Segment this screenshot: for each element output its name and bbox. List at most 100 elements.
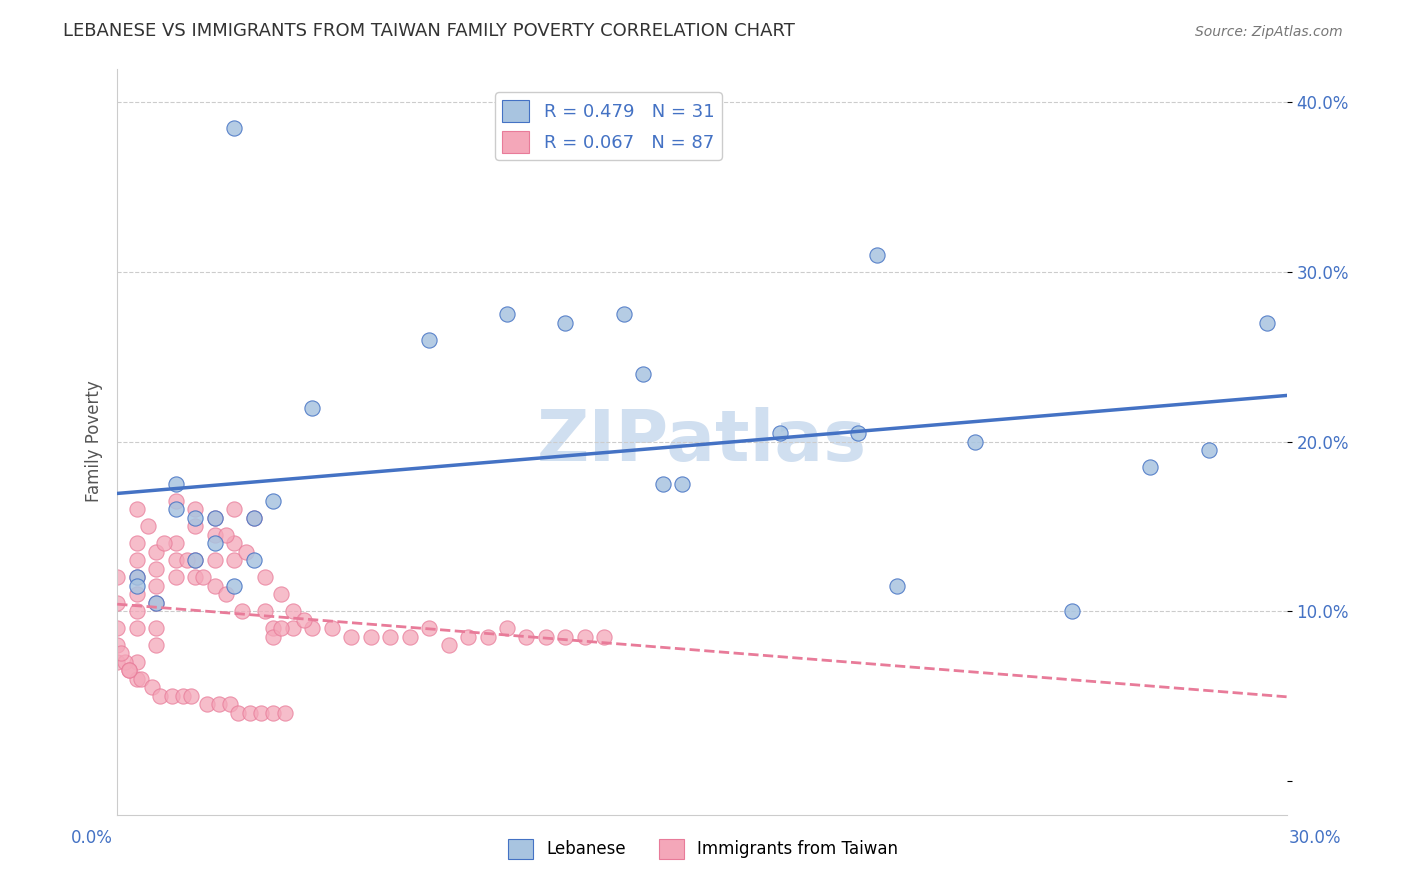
Point bbox=[554, 630, 576, 644]
Point bbox=[105, 596, 128, 610]
Point bbox=[145, 562, 167, 576]
Point bbox=[378, 630, 401, 644]
Point bbox=[886, 579, 908, 593]
Point bbox=[125, 604, 148, 618]
Point bbox=[125, 570, 148, 584]
Point bbox=[242, 511, 264, 525]
Point bbox=[224, 536, 246, 550]
Point bbox=[226, 706, 249, 720]
Point bbox=[204, 511, 226, 525]
Point bbox=[1256, 316, 1278, 330]
Point bbox=[262, 621, 284, 635]
Point bbox=[125, 553, 148, 567]
Point bbox=[145, 596, 167, 610]
Point bbox=[651, 477, 673, 491]
Point bbox=[292, 613, 315, 627]
Point bbox=[165, 477, 187, 491]
Point bbox=[457, 630, 479, 644]
Point bbox=[418, 333, 440, 347]
Point bbox=[184, 553, 207, 567]
Point bbox=[149, 689, 172, 703]
Point bbox=[281, 621, 304, 635]
Point bbox=[235, 545, 257, 559]
Point bbox=[145, 596, 167, 610]
Y-axis label: Family Poverty: Family Poverty bbox=[86, 381, 103, 502]
Point bbox=[105, 621, 128, 635]
Point bbox=[274, 706, 297, 720]
Point bbox=[153, 536, 176, 550]
Point bbox=[496, 307, 519, 321]
Point bbox=[262, 706, 284, 720]
Point bbox=[204, 536, 226, 550]
Point bbox=[270, 587, 292, 601]
Point bbox=[105, 638, 128, 652]
Point bbox=[145, 621, 167, 635]
Point bbox=[262, 630, 284, 644]
Point bbox=[231, 604, 253, 618]
Point bbox=[165, 494, 187, 508]
Point bbox=[671, 477, 693, 491]
Point bbox=[105, 655, 128, 669]
Text: 30.0%: 30.0% bbox=[1288, 829, 1341, 847]
Point bbox=[593, 630, 616, 644]
Point bbox=[114, 655, 136, 669]
Point bbox=[184, 511, 207, 525]
Point bbox=[125, 536, 148, 550]
Point bbox=[145, 638, 167, 652]
Text: 0.0%: 0.0% bbox=[70, 829, 112, 847]
Point bbox=[172, 689, 194, 703]
Point bbox=[204, 553, 226, 567]
Point bbox=[118, 664, 141, 678]
Point bbox=[250, 706, 273, 720]
Point bbox=[301, 621, 323, 635]
Point bbox=[224, 120, 246, 135]
Point bbox=[866, 248, 889, 262]
Point bbox=[105, 570, 128, 584]
Point bbox=[281, 604, 304, 618]
Point bbox=[613, 307, 636, 321]
Point bbox=[224, 502, 246, 516]
Point bbox=[418, 621, 440, 635]
Point bbox=[215, 528, 238, 542]
Point bbox=[145, 545, 167, 559]
Point bbox=[191, 570, 214, 584]
Point bbox=[340, 630, 363, 644]
Point bbox=[118, 664, 141, 678]
Point bbox=[165, 553, 187, 567]
Point bbox=[262, 494, 284, 508]
Point bbox=[125, 579, 148, 593]
Point bbox=[270, 621, 292, 635]
Point bbox=[215, 587, 238, 601]
Point bbox=[574, 630, 596, 644]
Point bbox=[125, 570, 148, 584]
Point bbox=[165, 536, 187, 550]
Point bbox=[1139, 460, 1161, 475]
Legend: Lebanese, Immigrants from Taiwan: Lebanese, Immigrants from Taiwan bbox=[501, 832, 905, 866]
Point bbox=[176, 553, 198, 567]
Point bbox=[360, 630, 382, 644]
Text: ZIPatlas: ZIPatlas bbox=[537, 407, 868, 476]
Point bbox=[534, 630, 557, 644]
Point bbox=[184, 553, 207, 567]
Point bbox=[242, 553, 264, 567]
Point bbox=[165, 570, 187, 584]
Legend: R = 0.479   N = 31, R = 0.067   N = 87: R = 0.479 N = 31, R = 0.067 N = 87 bbox=[495, 93, 721, 160]
Point bbox=[477, 630, 499, 644]
Point bbox=[633, 367, 655, 381]
Point bbox=[145, 579, 167, 593]
Point bbox=[224, 553, 246, 567]
Point bbox=[437, 638, 460, 652]
Point bbox=[138, 519, 160, 533]
Point bbox=[129, 672, 152, 686]
Point bbox=[242, 511, 264, 525]
Point bbox=[963, 434, 986, 449]
Point bbox=[321, 621, 343, 635]
Point bbox=[207, 698, 229, 712]
Point bbox=[184, 570, 207, 584]
Text: LEBANESE VS IMMIGRANTS FROM TAIWAN FAMILY POVERTY CORRELATION CHART: LEBANESE VS IMMIGRANTS FROM TAIWAN FAMIL… bbox=[63, 21, 796, 39]
Point bbox=[239, 706, 262, 720]
Point bbox=[141, 681, 163, 695]
Point bbox=[125, 672, 148, 686]
Point bbox=[204, 511, 226, 525]
Point bbox=[184, 519, 207, 533]
